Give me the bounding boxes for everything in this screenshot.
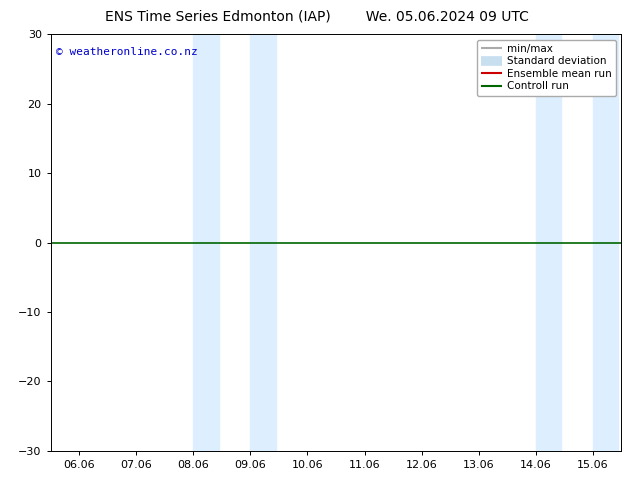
Bar — [193, 34, 219, 451]
Bar — [536, 34, 561, 451]
Bar — [593, 34, 618, 451]
Text: © weatheronline.co.nz: © weatheronline.co.nz — [56, 47, 198, 57]
Legend: min/max, Standard deviation, Ensemble mean run, Controll run: min/max, Standard deviation, Ensemble me… — [477, 40, 616, 96]
Text: ENS Time Series Edmonton (IAP)        We. 05.06.2024 09 UTC: ENS Time Series Edmonton (IAP) We. 05.06… — [105, 10, 529, 24]
Bar — [250, 34, 276, 451]
